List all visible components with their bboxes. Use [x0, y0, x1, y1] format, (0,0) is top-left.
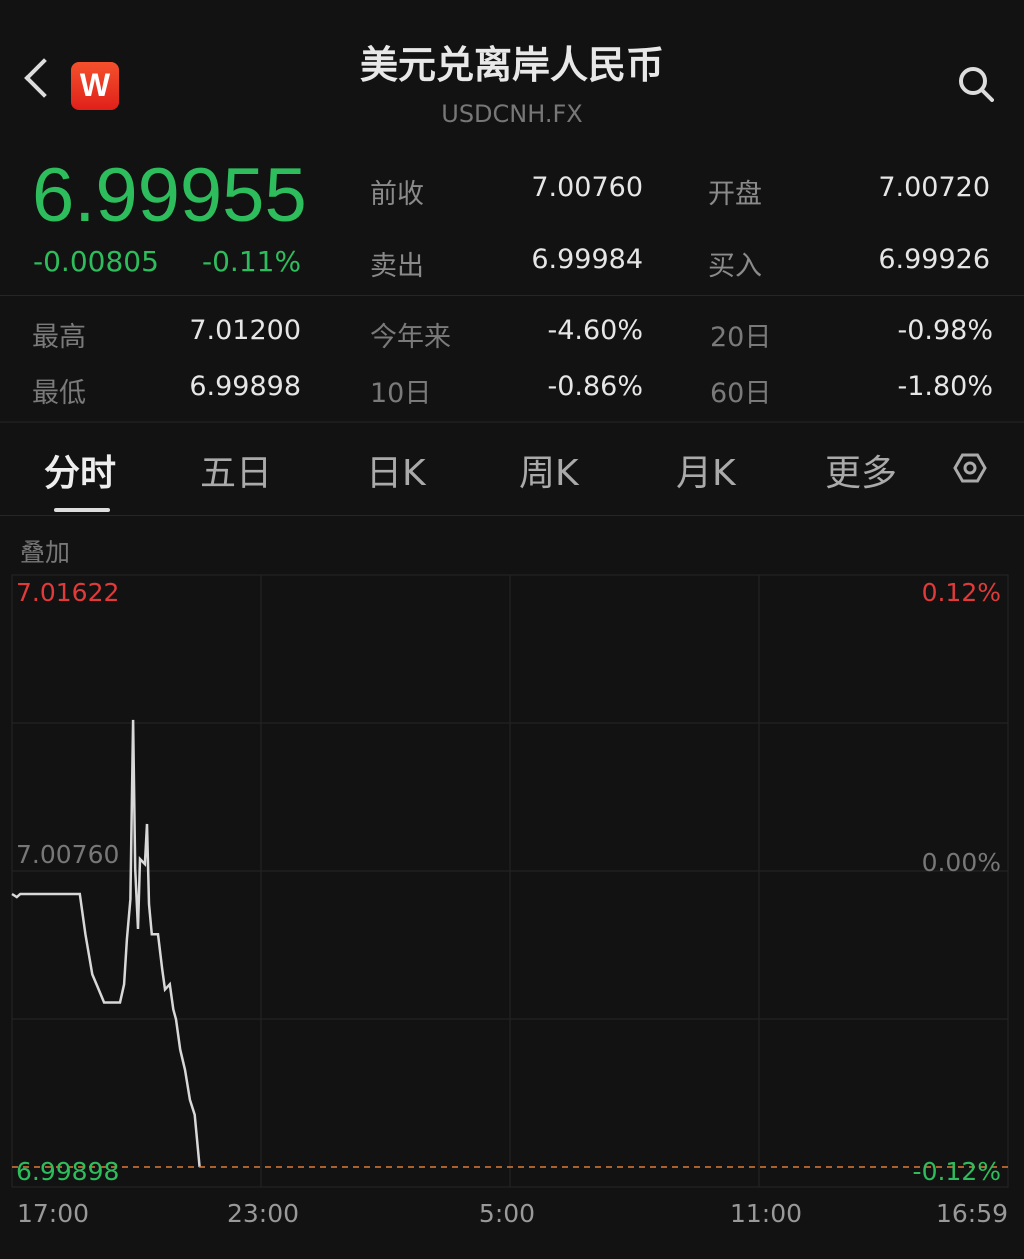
y-tick-left: 6.99898	[16, 1157, 119, 1186]
divider	[0, 295, 1024, 296]
y-tick-right: 0.12%	[922, 578, 1001, 607]
overlay-button[interactable]: 叠加	[20, 538, 71, 567]
symbol-code: USDCNH.FX	[441, 100, 583, 128]
stat-label: 10日	[370, 378, 432, 409]
stat-value: 6.99984	[531, 244, 643, 275]
stat-value: 6.99898	[189, 371, 301, 402]
tab-monthly-k[interactable]: 月K	[676, 453, 736, 494]
search-icon[interactable]	[958, 66, 994, 102]
stat-label: 60日	[710, 378, 772, 409]
stat-label: 20日	[710, 322, 772, 353]
app-logo: W	[71, 62, 119, 110]
y-tick-right: -0.12%	[913, 1157, 1001, 1186]
tab-daily-k[interactable]: 日K	[366, 453, 426, 494]
stat-value: 7.01200	[189, 315, 301, 346]
intraday-chart[interactable]: 7.01622 7.00760 6.99898 0.12% 0.00% -0.12% 17:…	[0, 560, 1024, 1250]
tab-more[interactable]: 更多	[825, 453, 898, 494]
stat-value: 7.00760	[531, 172, 643, 203]
x-tick: 5:00	[479, 1199, 535, 1228]
stat-value: -4.60%	[547, 315, 643, 346]
active-tab-indicator	[54, 508, 110, 512]
x-tick: 17:00	[17, 1199, 89, 1228]
stat-value: -0.86%	[547, 371, 643, 402]
stat-label: 前收	[370, 179, 424, 210]
tab-intraday[interactable]: 分时	[44, 453, 117, 494]
price-change-pct: -0.11%	[202, 245, 302, 278]
stat-label: 今年来	[370, 322, 451, 353]
price-line	[11, 719, 201, 1168]
stat-value: 7.00720	[878, 172, 990, 203]
x-tick: 11:00	[730, 1199, 802, 1228]
settings-icon[interactable]	[952, 450, 988, 486]
stat-label: 买入	[708, 251, 762, 282]
stat-label: 最低	[32, 378, 86, 409]
y-tick-left: 7.00760	[16, 840, 119, 869]
tab-weekly-k[interactable]: 周K	[519, 453, 579, 494]
tab-five-day[interactable]: 五日	[200, 453, 273, 494]
current-price: 6.99955	[32, 153, 307, 238]
y-tick-right: 0.00%	[922, 848, 1001, 877]
divider	[0, 515, 1024, 516]
divider	[0, 421, 1024, 423]
stat-label: 卖出	[370, 251, 424, 282]
stat-value: -1.80%	[897, 371, 993, 402]
stat-value: -0.98%	[897, 315, 993, 346]
x-tick: 16:59	[936, 1199, 1008, 1228]
y-tick-left: 7.01622	[16, 578, 119, 607]
x-tick: 23:00	[227, 1199, 299, 1228]
price-change: -0.00805	[33, 245, 159, 278]
stat-label: 最高	[32, 322, 86, 353]
page-title: 美元兑离岸人民币	[359, 43, 664, 87]
stat-value: 6.99926	[878, 244, 990, 275]
stat-label: 开盘	[708, 179, 762, 210]
